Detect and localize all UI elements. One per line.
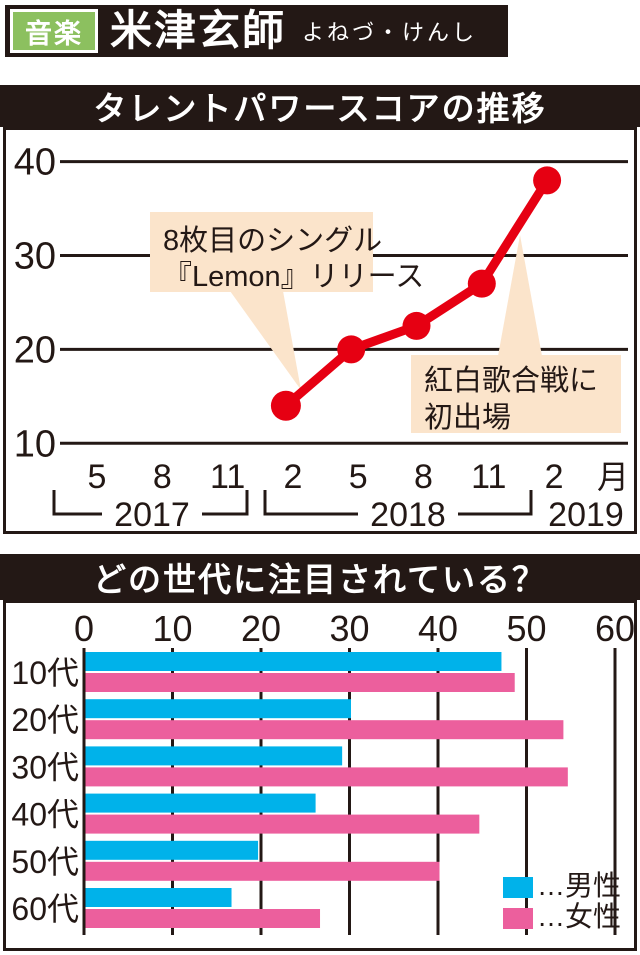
legend-label: …女性 — [537, 901, 621, 932]
callout-text-line: 紅白歌合戦に — [424, 364, 598, 397]
bar-male-50代 — [85, 840, 259, 860]
y-axis-label: 20 — [14, 329, 56, 371]
category-badge: 音楽 — [10, 9, 98, 53]
year-label: 2018 — [370, 496, 446, 531]
x-tick-label: 8 — [414, 458, 433, 496]
year-bracket-2017 — [52, 490, 249, 516]
header-bar: 音楽 米津玄師 よねづ・けんし — [5, 5, 508, 57]
bar-female-30代 — [85, 767, 568, 787]
x-axis-label: 0 — [74, 608, 94, 649]
y-axis-label: 40 — [14, 142, 56, 184]
bar-chart-svg: 0 10 20 30 40 50 60 10代 20代 30代 40代 50代 60代 …男性…女性 — [11, 608, 634, 935]
x-axis-label: 60 — [595, 608, 634, 649]
callout-box — [411, 355, 621, 433]
bar-chart-frame: 0 10 20 30 40 50 60 10代 20代 30代 40代 50代 60代 …男性 …女性 — [3, 600, 637, 951]
legend-swatch-1 — [503, 908, 533, 929]
category-label: 50代 — [11, 844, 79, 880]
bar-female-60代 — [85, 909, 321, 928]
bar-male-60代 — [85, 888, 232, 907]
x-tick-label: 5 — [349, 458, 368, 496]
category-label: 60代 — [11, 891, 79, 927]
data-point-2019-2 — [533, 166, 562, 195]
bar-female-10代 — [85, 673, 515, 692]
legend-swatch-0 — [503, 877, 533, 898]
year-bracket-2018 — [263, 490, 533, 516]
x-tick-label: 11 — [210, 458, 245, 496]
artist-reading: よねづ・けんし — [302, 20, 478, 45]
callout-text-line: 『Lemon』リリース — [163, 261, 424, 293]
x-tick-label: 5 — [88, 458, 107, 496]
x-tick-label: 2 — [283, 458, 302, 496]
bar-male-30代 — [85, 746, 343, 766]
x-tick-label: 11 — [471, 458, 506, 496]
x-axis-label: 50 — [506, 608, 546, 649]
callout-box — [150, 212, 373, 292]
bar-female-40代 — [85, 814, 480, 834]
artist-name: 米津玄師 — [110, 7, 287, 54]
bar-male-20代 — [85, 699, 351, 719]
callout-tail — [230, 291, 301, 390]
x-axis-unit-label: 月 — [597, 459, 629, 495]
y-axis-label: 10 — [14, 423, 56, 465]
category-label: 40代 — [11, 797, 79, 833]
data-point-2018-2 — [270, 390, 301, 421]
year-label: 2017 — [114, 496, 190, 531]
year-label: 2019 — [548, 496, 624, 531]
category-label: 10代 — [11, 655, 79, 691]
data-point-2018-5 — [337, 335, 366, 364]
y-axis-label: 30 — [14, 236, 56, 278]
callout-tail — [498, 235, 542, 356]
category-label: 20代 — [11, 702, 79, 738]
category-label: 30代 — [11, 749, 79, 785]
callout-text-line: 初出場 — [424, 401, 511, 434]
bar-female-50代 — [85, 861, 440, 881]
data-point-2018-11 — [467, 269, 496, 298]
callout-text-line: 8枚目のシングル — [163, 224, 382, 257]
x-axis-label: 30 — [329, 608, 369, 649]
x-axis-label: 40 — [418, 608, 458, 649]
x-tick-label: 8 — [153, 458, 172, 496]
x-axis-label: 20 — [241, 608, 281, 649]
line-chart-title: タレントパワースコアの推移 — [0, 85, 640, 127]
x-axis-label: 10 — [152, 608, 192, 649]
x-tick-label: 2 — [545, 458, 564, 496]
bar-female-20代 — [85, 720, 564, 740]
legend-label: …男性 — [537, 870, 621, 901]
bar-chart-title: どの世代に注目されている？ — [0, 554, 640, 600]
data-point-2018-8 — [402, 311, 431, 340]
bar-male-40代 — [85, 793, 316, 813]
bar-male-10代 — [85, 652, 502, 671]
line-chart-frame: 40 30 20 10 5 8 11 2 5 8 11 2 月 2017 2018 2019 8枚目のシングル『… — [3, 127, 637, 534]
